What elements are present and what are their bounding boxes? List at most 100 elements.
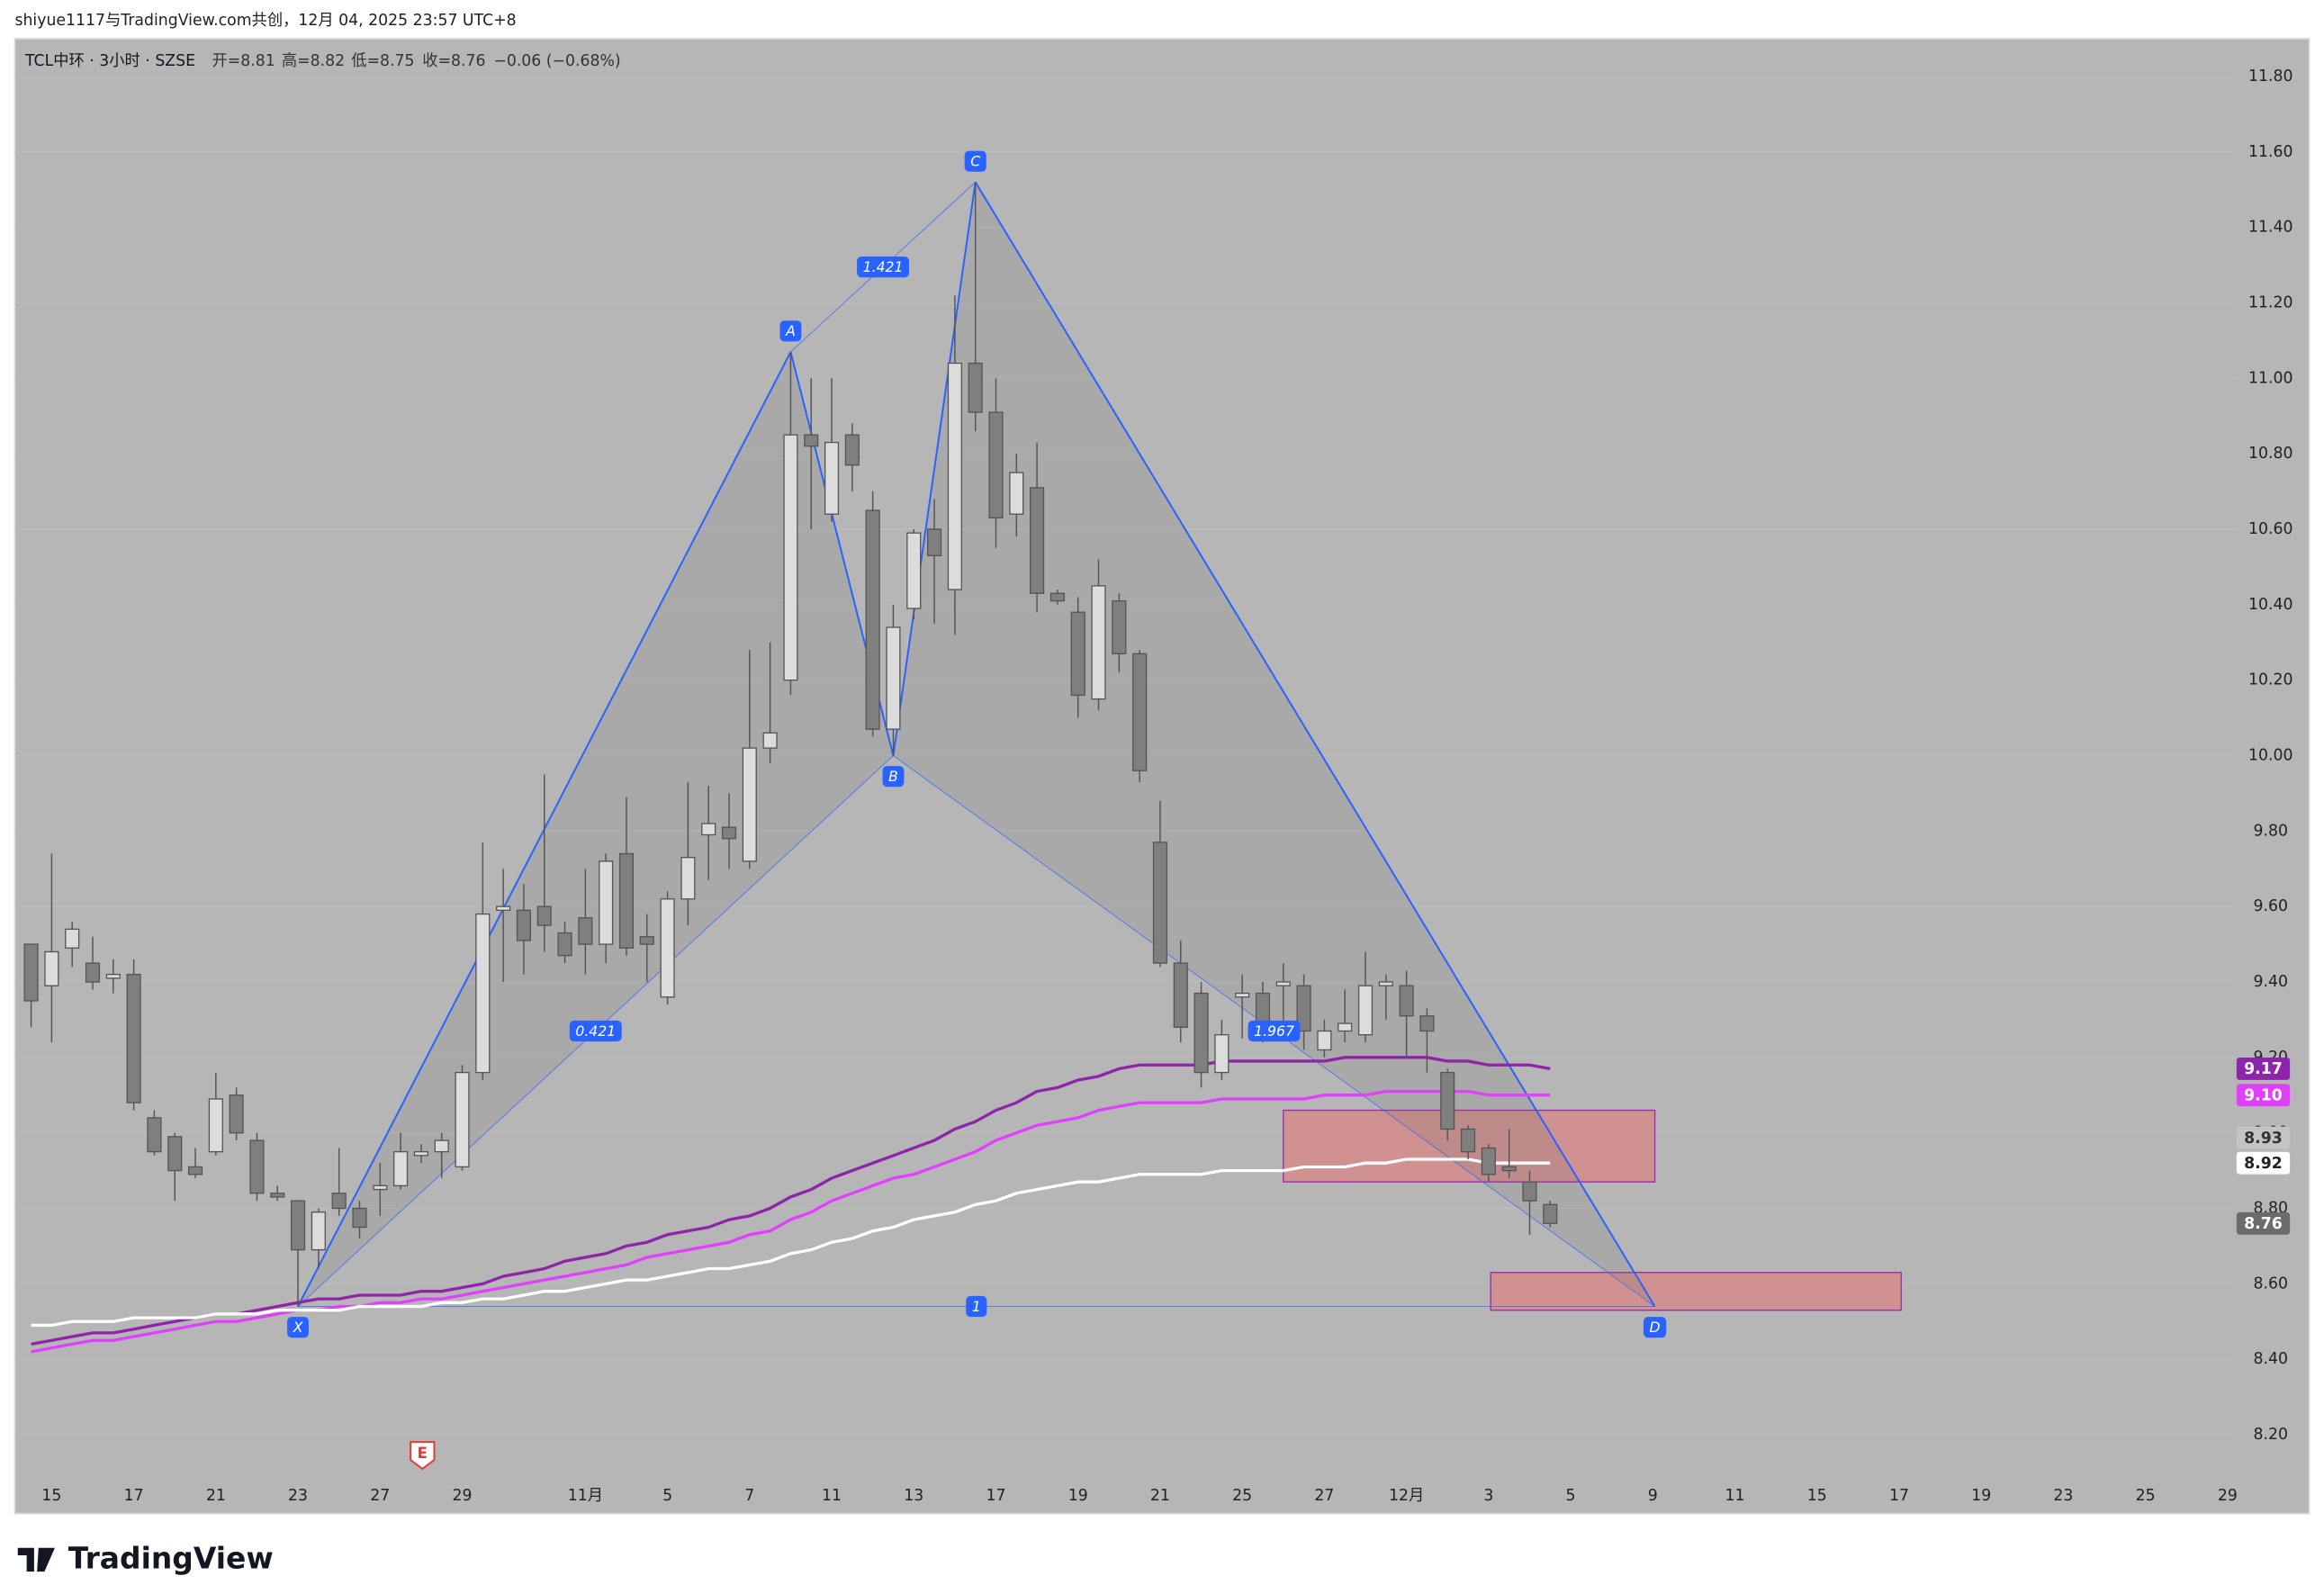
x-tick-label: 17	[1889, 1487, 1909, 1505]
y-tick-label: 8.60	[2253, 1274, 2287, 1292]
candle-body	[1152, 842, 1168, 964]
y-tick-label: 11.20	[2248, 293, 2292, 311]
candle-body	[187, 1166, 203, 1175]
x-tick-label: 12月	[1389, 1487, 1424, 1505]
candle-body	[824, 441, 840, 515]
candle-body	[1317, 1030, 1332, 1051]
pattern-point-label: X	[293, 1319, 304, 1336]
candle-body	[1275, 981, 1291, 986]
candle-body	[1091, 585, 1106, 700]
candle-body	[290, 1200, 306, 1251]
x-tick-label: 27	[370, 1487, 390, 1505]
pattern-ratio-label: 1	[972, 1298, 981, 1315]
y-tick-label: 11.40	[2248, 219, 2292, 237]
x-tick-label: 5	[662, 1487, 672, 1505]
pattern-point-label: C	[970, 152, 980, 169]
candle-body	[536, 905, 552, 926]
header: shiyue1117与TradingView.com共创，12月 04, 202…	[14, 12, 516, 30]
moving-average	[31, 1157, 1551, 1328]
candle-body	[1194, 992, 1209, 1074]
y-tick-label: 10.80	[2248, 445, 2292, 463]
candle-body	[1235, 992, 1250, 998]
x-tick-label: 15	[41, 1487, 61, 1505]
candle-body	[1522, 1181, 1537, 1202]
x-tick-label: 19	[1971, 1487, 1991, 1505]
y-tick-label: 10.40	[2248, 596, 2292, 614]
pattern-ratio-label: 0.421	[575, 1022, 616, 1040]
y-tick-label: 9.80	[2253, 822, 2287, 840]
candle-body	[85, 962, 101, 983]
pattern-point-label: A	[785, 322, 796, 339]
x-tick-label: 5	[1566, 1487, 1576, 1505]
candle-body	[701, 823, 716, 836]
price-badge	[2236, 1126, 2291, 1149]
candle-body	[844, 434, 860, 466]
candle-body	[1338, 1022, 1353, 1032]
event-label: E	[418, 1445, 428, 1462]
candle-body	[229, 1094, 244, 1134]
logo-mark	[17, 1547, 55, 1572]
candle-body	[1460, 1128, 1476, 1153]
candle-body	[618, 852, 635, 949]
candle-body	[742, 747, 757, 862]
candle-body	[1296, 985, 1311, 1032]
pattern-point-label-bg	[287, 1317, 310, 1338]
candle-body	[1009, 472, 1024, 515]
candle-body	[639, 936, 654, 945]
candle-body	[680, 857, 696, 900]
x-tick-label: 23	[2053, 1487, 2073, 1505]
y-tick-label: 10.20	[2248, 671, 2292, 689]
candle-body	[1399, 985, 1414, 1017]
y-tick-label: 8.40	[2253, 1350, 2287, 1368]
x-tick-label: 29	[453, 1487, 473, 1505]
candle-body	[1214, 1034, 1230, 1074]
candle-body	[455, 1071, 470, 1168]
y-tick-label: 11.00	[2248, 369, 2292, 387]
logo-text: TradingView	[68, 1540, 274, 1575]
event-marker	[410, 1441, 436, 1471]
price-badge	[2236, 1151, 2291, 1175]
pattern-ratio-label: 1.967	[1254, 1022, 1294, 1040]
pattern-ratio-label-bg	[857, 257, 910, 278]
candle-body	[906, 532, 922, 609]
candle-body	[1419, 1015, 1435, 1032]
candle-body	[249, 1139, 265, 1194]
price-badge-label: 8.92	[2244, 1155, 2283, 1173]
price-badge-label: 8.76	[2244, 1215, 2283, 1233]
candle-body	[208, 1098, 223, 1153]
candle-body	[270, 1193, 285, 1198]
price-badge-label: 9.10	[2244, 1087, 2283, 1105]
candle-body	[1357, 985, 1374, 1036]
x-tick-label: 25	[1232, 1487, 1252, 1505]
moving-average	[31, 1056, 1551, 1346]
logo: TradingView	[17, 1540, 274, 1575]
candle-body	[147, 1117, 162, 1153]
price-badge	[2236, 1084, 2291, 1107]
candle-body	[393, 1150, 409, 1187]
y-tick-label: 11.80	[2248, 68, 2292, 86]
y-tick-label: 10.00	[2248, 746, 2292, 764]
candle-body	[660, 898, 675, 998]
pattern-point-label-bg	[1643, 1317, 1667, 1338]
pattern-point-label-bg	[964, 150, 986, 172]
candle-body	[44, 950, 59, 986]
candle-body	[1378, 981, 1393, 986]
pattern-leg	[892, 182, 977, 756]
pattern-point-label: D	[1650, 1319, 1661, 1336]
legend-item: −0.06 (−0.68%)	[493, 52, 620, 70]
candle-body	[804, 434, 819, 447]
candle-body	[721, 826, 737, 840]
pattern-leg	[974, 181, 1656, 1308]
zone	[1490, 1272, 1902, 1311]
candle-body	[1173, 962, 1188, 1028]
x-tick-label: 29	[2218, 1487, 2238, 1505]
candle-body	[783, 434, 798, 681]
candle-body	[762, 732, 778, 749]
candle-body	[105, 973, 121, 979]
x-tick-label: 15	[1807, 1487, 1827, 1505]
x-tick-label: 11	[822, 1487, 842, 1505]
pattern-point-label-bg	[882, 766, 905, 788]
legend-item: 收=8.76	[422, 52, 485, 70]
